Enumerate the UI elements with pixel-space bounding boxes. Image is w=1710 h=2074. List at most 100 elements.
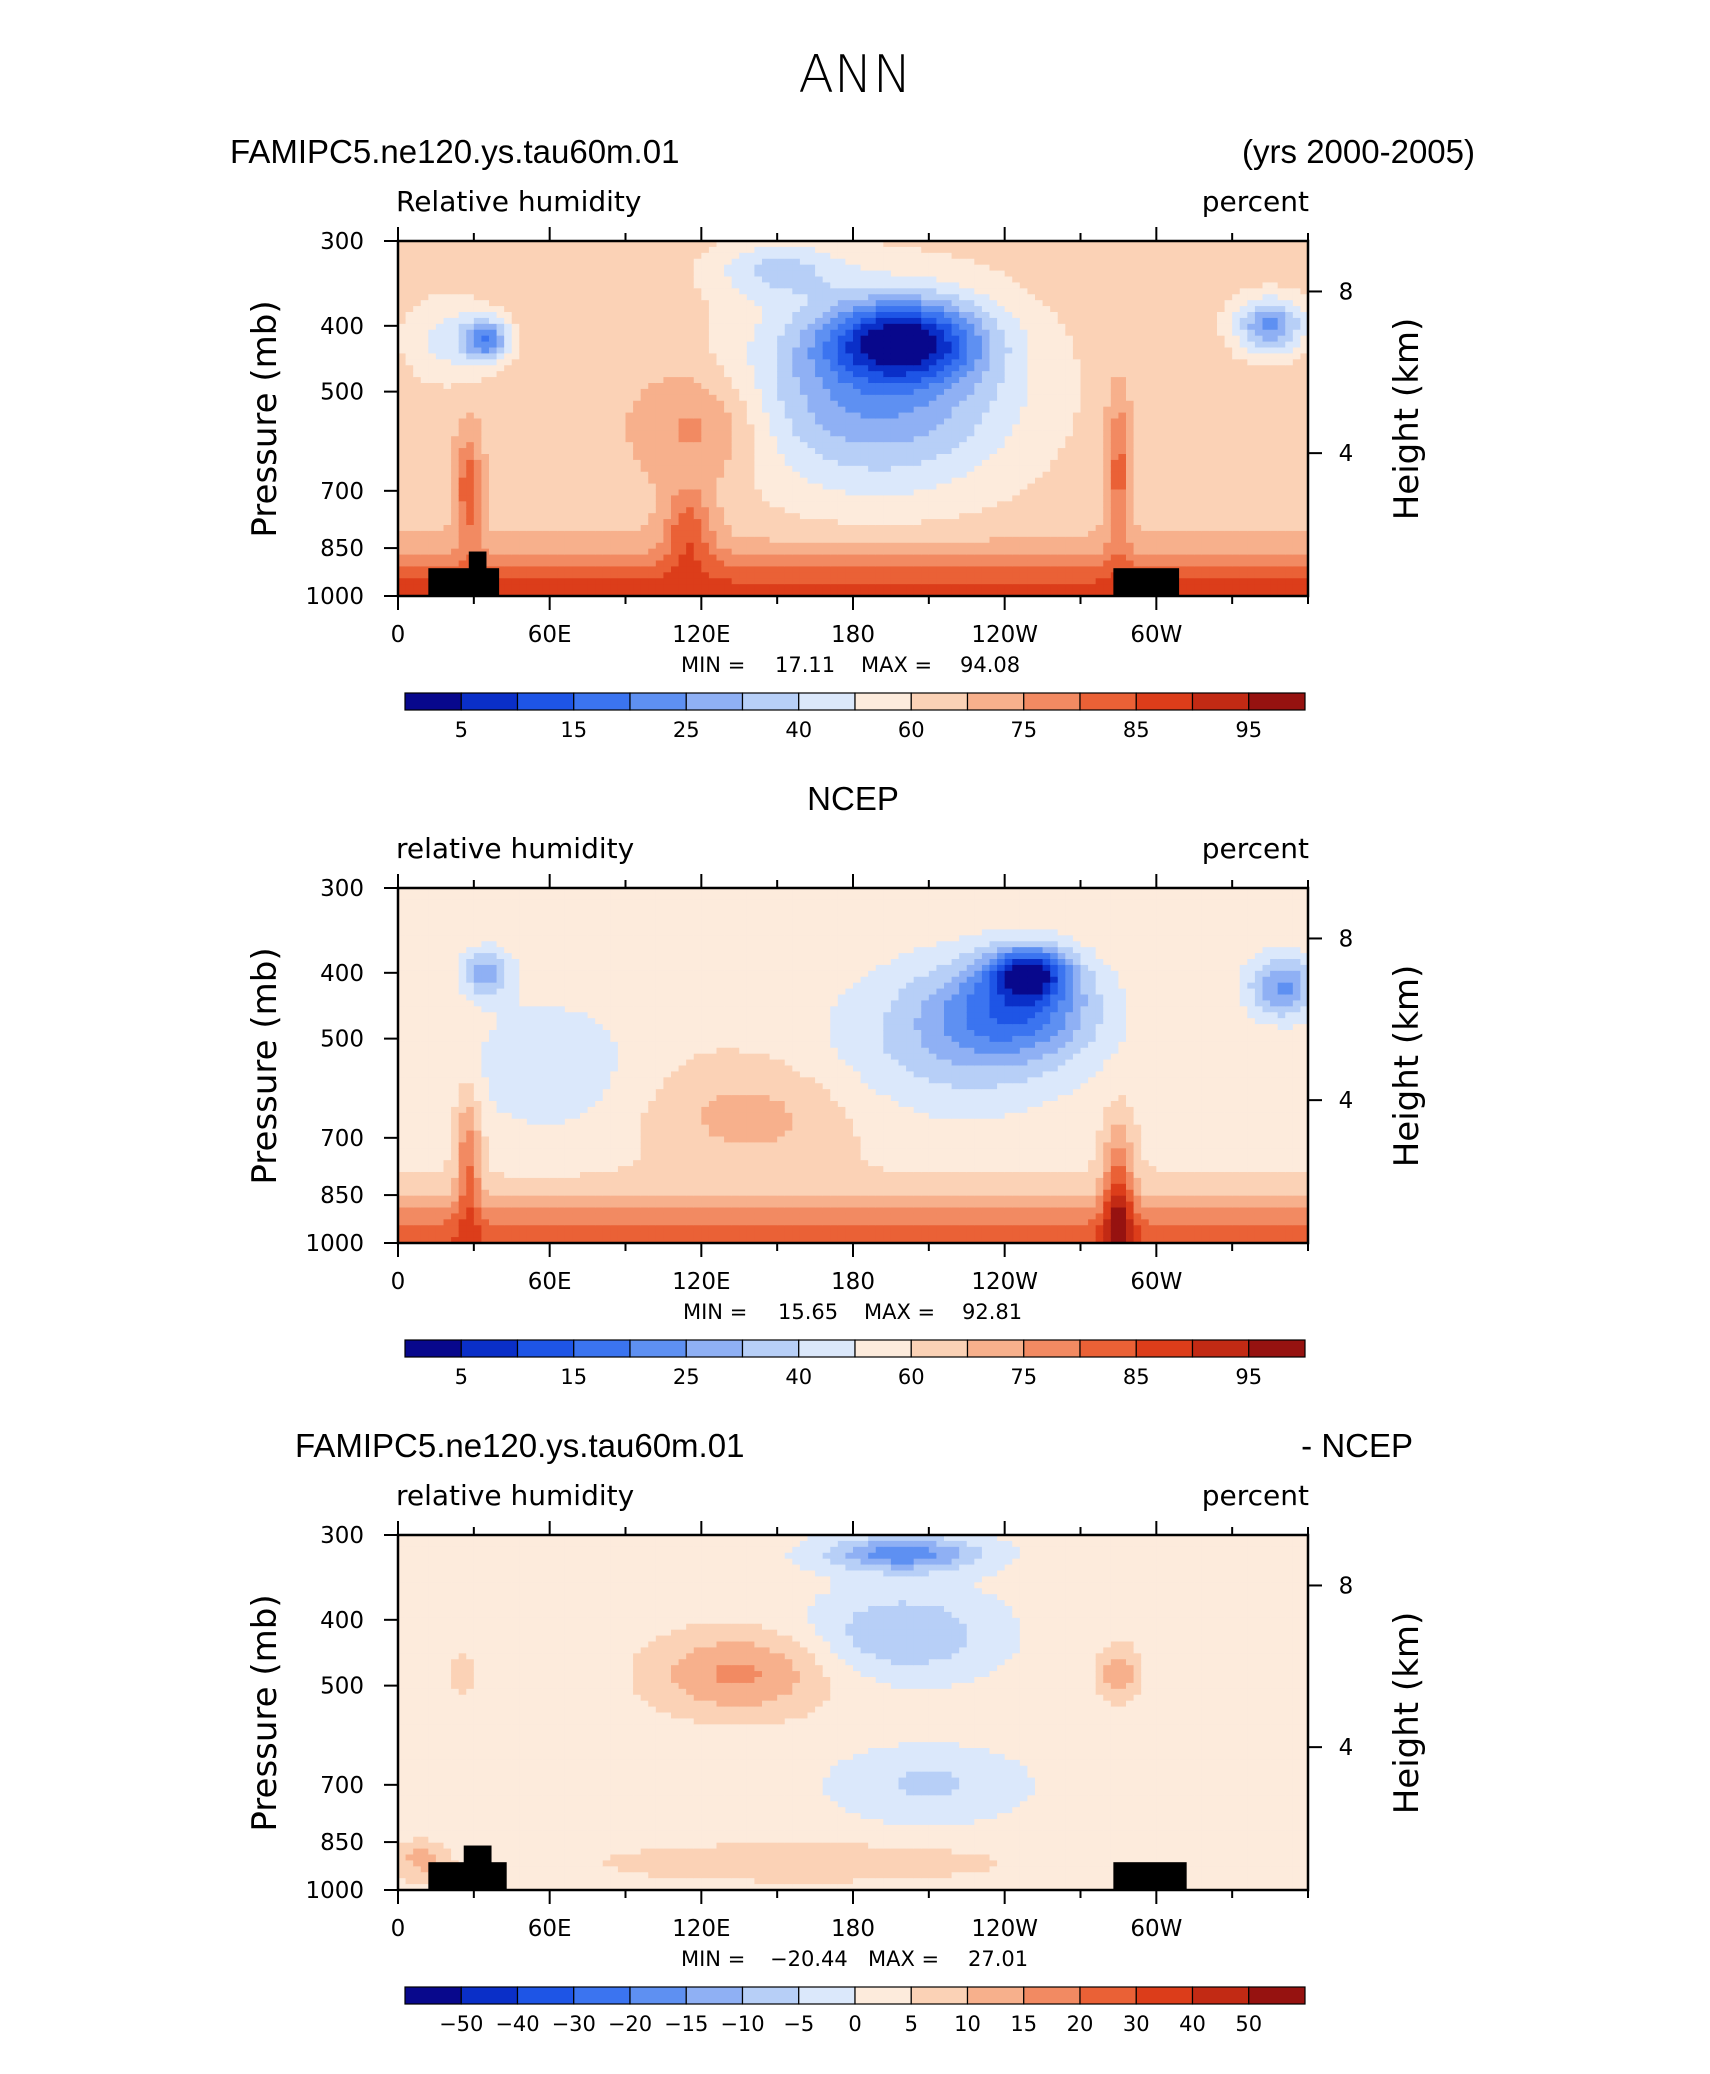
field-cell bbox=[466, 477, 475, 485]
field-cell bbox=[526, 519, 536, 526]
field-cell bbox=[845, 436, 854, 443]
field-cell bbox=[610, 294, 619, 301]
field-cell bbox=[769, 436, 778, 443]
field-cell bbox=[701, 507, 710, 514]
field-cell bbox=[1004, 347, 1013, 355]
field-cell bbox=[898, 294, 907, 301]
field-cell bbox=[815, 412, 824, 420]
field-cell bbox=[443, 465, 452, 473]
field-cell bbox=[526, 300, 536, 307]
field-cell bbox=[413, 329, 422, 337]
field-cell bbox=[1012, 501, 1021, 508]
field-cell bbox=[686, 347, 695, 355]
field-cell bbox=[663, 264, 672, 272]
field-cell bbox=[944, 489, 953, 497]
field-cell bbox=[731, 495, 740, 502]
field-cell bbox=[799, 306, 809, 313]
field-cell bbox=[1019, 371, 1029, 378]
field-cell bbox=[458, 436, 467, 443]
field-cell bbox=[708, 353, 718, 360]
field-cell bbox=[868, 507, 877, 514]
field-cell bbox=[799, 483, 809, 491]
field-cell bbox=[754, 282, 763, 289]
field-cell bbox=[936, 312, 945, 319]
field-cell bbox=[473, 317, 483, 325]
field-cell bbox=[413, 530, 422, 538]
field-cell bbox=[671, 471, 680, 479]
field-cell bbox=[519, 548, 528, 556]
field-cell bbox=[799, 548, 809, 556]
field-cell bbox=[625, 288, 634, 295]
field-cell bbox=[617, 406, 627, 414]
field-cell bbox=[792, 519, 801, 526]
field-cell bbox=[428, 241, 437, 248]
field-cell bbox=[526, 477, 536, 485]
field-cell bbox=[534, 590, 543, 597]
field-cell bbox=[557, 590, 566, 597]
field-cell bbox=[473, 412, 483, 420]
field-cell bbox=[845, 442, 854, 449]
field-cell bbox=[868, 329, 877, 337]
field-cell bbox=[944, 590, 953, 597]
field-cell bbox=[959, 377, 968, 384]
field-cell bbox=[853, 335, 862, 343]
field-cell bbox=[981, 430, 991, 437]
field-cell bbox=[466, 241, 475, 248]
field-cell bbox=[853, 282, 862, 289]
field-cell bbox=[648, 507, 657, 514]
field-cell bbox=[875, 572, 884, 579]
field-cell bbox=[496, 359, 505, 366]
field-cell bbox=[663, 519, 672, 526]
field-cell bbox=[762, 542, 771, 550]
field-cell bbox=[959, 495, 968, 502]
field-cell bbox=[708, 459, 718, 467]
field-cell bbox=[610, 560, 619, 568]
field-cell bbox=[724, 335, 733, 343]
field-cell bbox=[792, 312, 801, 319]
field-cell bbox=[746, 507, 756, 514]
field-cell bbox=[928, 584, 938, 591]
field-cell bbox=[617, 430, 627, 437]
field-cell bbox=[466, 406, 475, 414]
field-cell bbox=[921, 246, 930, 254]
field-cell bbox=[451, 542, 460, 550]
field-cell bbox=[413, 442, 422, 449]
field-cell bbox=[564, 536, 574, 544]
field-cell bbox=[602, 507, 611, 514]
field-cell bbox=[989, 554, 998, 562]
field-cell bbox=[428, 329, 437, 337]
field-cell bbox=[860, 536, 869, 544]
field-cell bbox=[784, 341, 793, 349]
field-cell bbox=[458, 430, 467, 437]
field-cell bbox=[890, 459, 900, 467]
field-cell bbox=[981, 554, 991, 562]
field-cell bbox=[587, 501, 596, 508]
field-cell bbox=[762, 519, 771, 526]
field-cell bbox=[701, 560, 710, 568]
field-cell bbox=[883, 465, 892, 473]
field-cell bbox=[580, 288, 589, 295]
field-cell bbox=[777, 448, 786, 455]
field-cell bbox=[997, 329, 1006, 337]
field-cell bbox=[549, 341, 558, 349]
field-cell bbox=[959, 530, 968, 538]
field-cell bbox=[944, 241, 953, 248]
field-cell bbox=[405, 548, 414, 556]
field-cell bbox=[413, 590, 422, 597]
field-cell bbox=[860, 578, 869, 585]
field-cell bbox=[815, 294, 824, 301]
field-cell bbox=[1019, 519, 1029, 526]
field-cell bbox=[413, 459, 422, 467]
field-cell bbox=[413, 418, 422, 426]
field-cell bbox=[549, 418, 558, 426]
field-cell bbox=[989, 359, 998, 366]
field-cell bbox=[746, 365, 756, 372]
field-cell bbox=[549, 584, 558, 591]
field-cell bbox=[686, 258, 695, 266]
field-cell bbox=[974, 241, 983, 248]
field-cell bbox=[671, 454, 680, 461]
field-cell bbox=[762, 566, 771, 573]
field-cell bbox=[974, 383, 983, 390]
field-cell bbox=[936, 471, 945, 479]
field-cell bbox=[640, 353, 649, 360]
